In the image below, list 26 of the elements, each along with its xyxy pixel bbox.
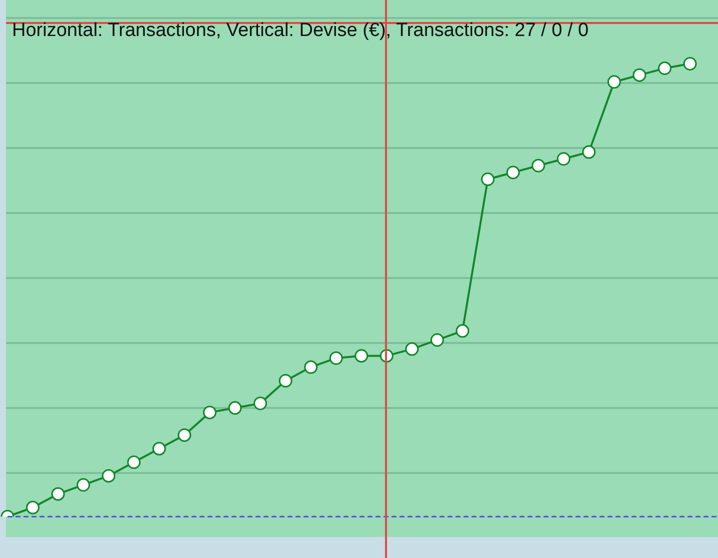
- point: [607, 75, 621, 89]
- point: [481, 172, 495, 186]
- point: [304, 360, 318, 374]
- point: [632, 68, 646, 82]
- point: [228, 401, 242, 415]
- point: [254, 396, 268, 410]
- point: [178, 428, 192, 442]
- point: [127, 456, 141, 470]
- point: [506, 166, 520, 180]
- point: [51, 487, 65, 501]
- point: [152, 442, 166, 456]
- point: [556, 152, 570, 166]
- point: [102, 469, 116, 483]
- point: [278, 374, 292, 388]
- point: [329, 351, 343, 365]
- point: [202, 406, 216, 420]
- point: [456, 324, 470, 338]
- point: [532, 158, 546, 172]
- point: [683, 57, 697, 71]
- point: [26, 500, 40, 514]
- point: [405, 342, 419, 356]
- point: [430, 333, 444, 347]
- point: [658, 62, 672, 76]
- point: [354, 349, 368, 363]
- point: [76, 478, 90, 492]
- point: [582, 145, 596, 159]
